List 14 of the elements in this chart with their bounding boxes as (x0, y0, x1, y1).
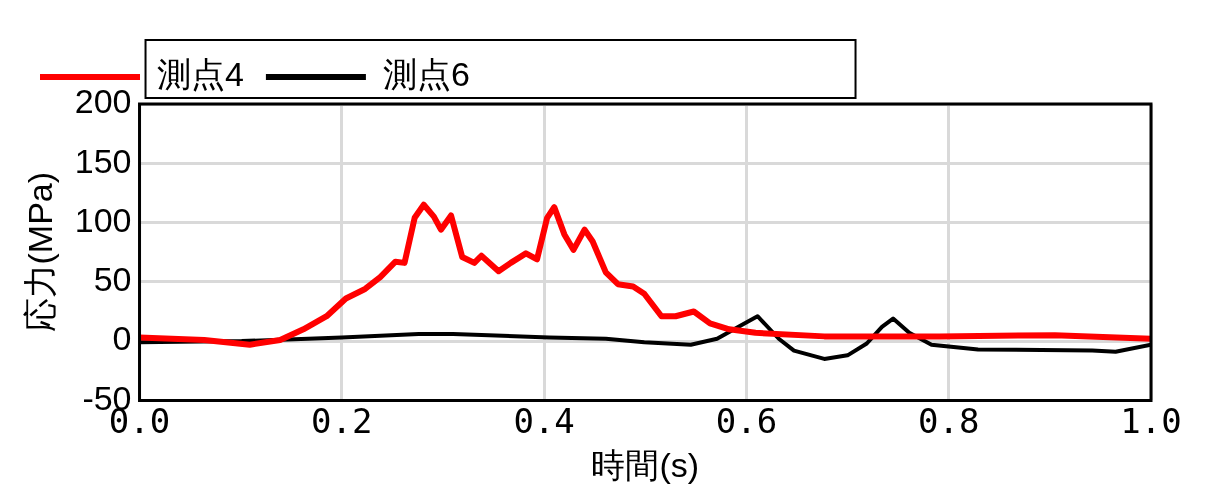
y-tick-label: 50 (93, 260, 132, 299)
y-tick-label: 150 (74, 141, 132, 180)
legend-label: 測点6 (382, 55, 470, 94)
x-tick-label: 0.8 (917, 400, 980, 441)
y-tick-label: 0 (112, 319, 132, 358)
x-tick-label: 0.6 (715, 400, 778, 441)
x-tick-label: 0.4 (513, 400, 575, 441)
legend-label: 測点4 (157, 55, 244, 94)
x-axis-title: 時間(s) (591, 445, 700, 484)
y-axis-title: 応力(MPa) (20, 171, 59, 333)
x-tick-label: 0.2 (311, 400, 373, 441)
y-tick-label: 200 (74, 82, 132, 121)
x-tick-label: 1.0 (1120, 400, 1182, 441)
y-tick-label: 100 (74, 200, 132, 239)
